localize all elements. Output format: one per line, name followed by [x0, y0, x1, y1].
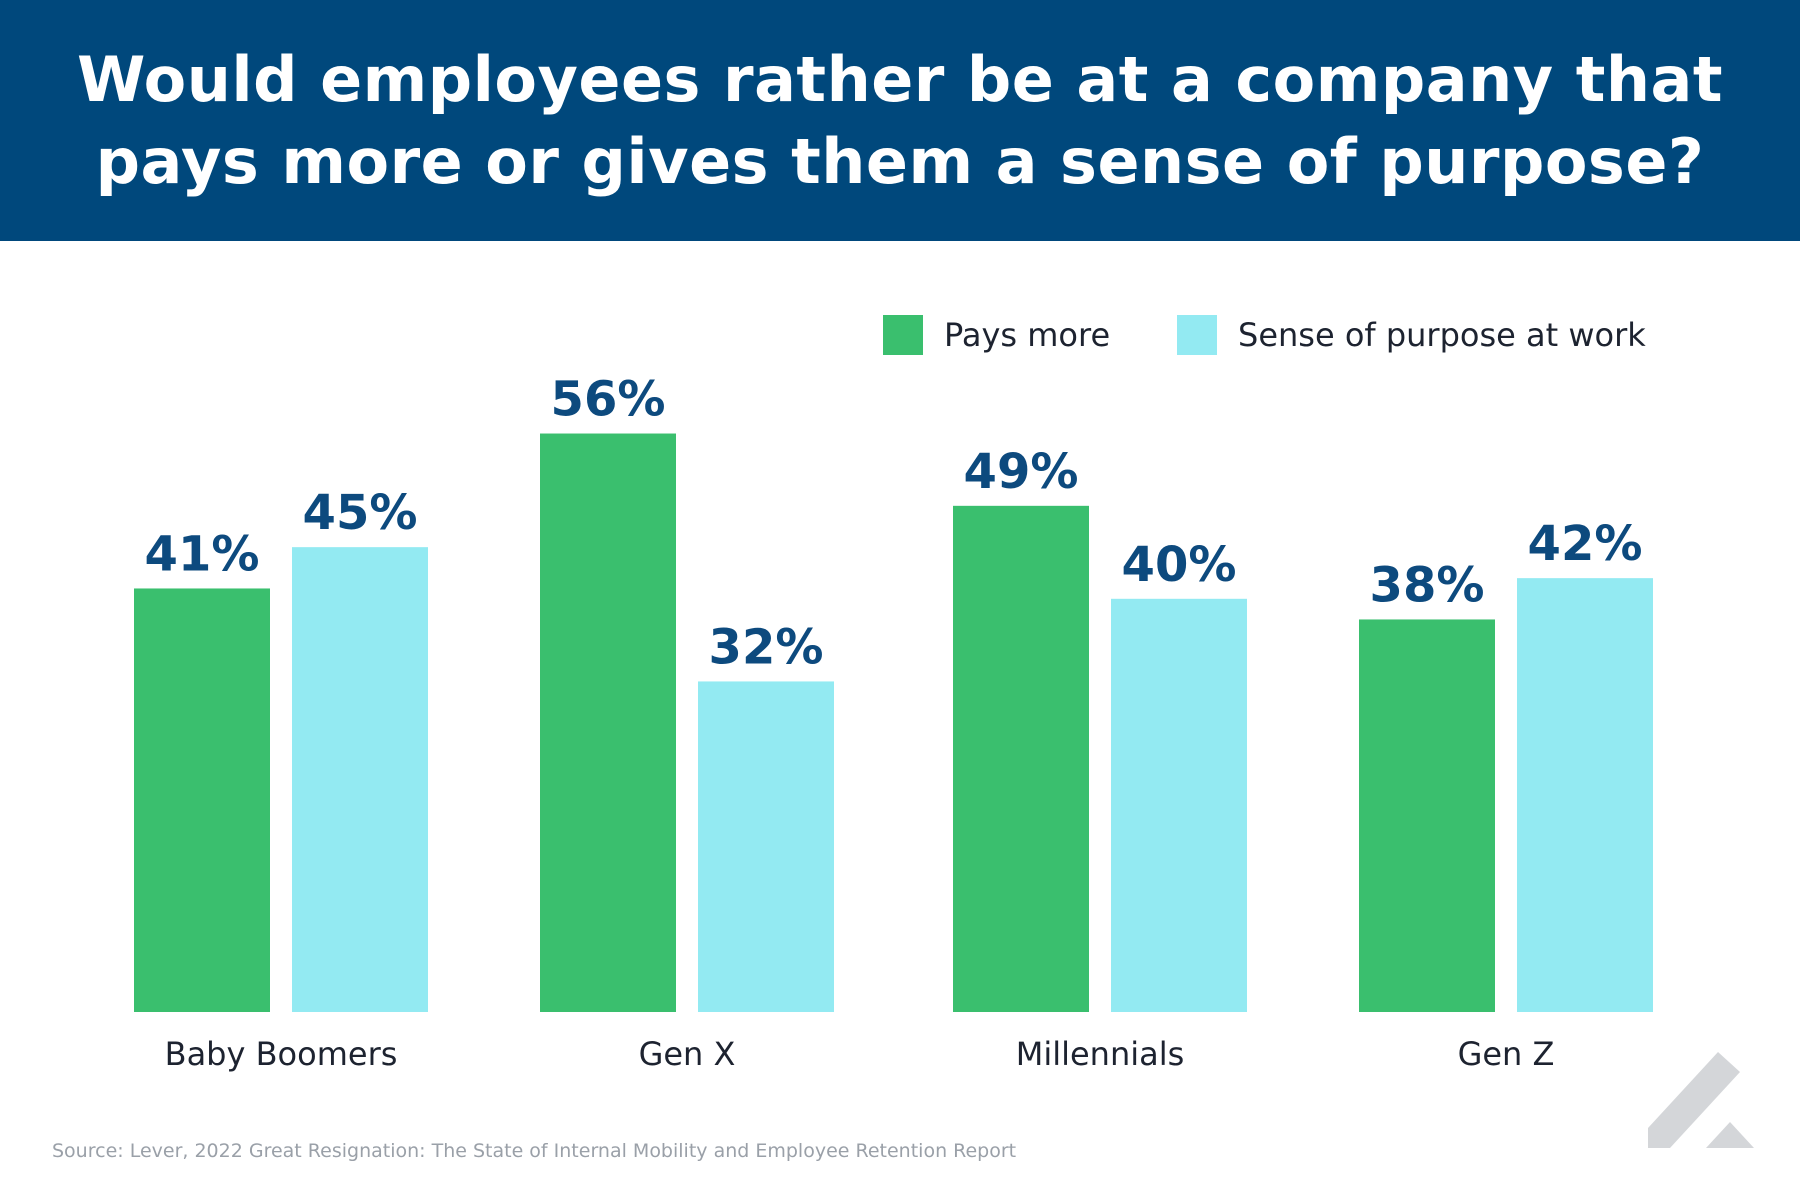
bar-sense-of-purpose-at-work-millennials [1111, 598, 1247, 1012]
legend: Pays more Sense of purpose at work [883, 315, 1646, 355]
chart-title: Would employees rather be at a company t… [77, 42, 1723, 198]
logo-triangle-shape [1706, 1122, 1754, 1148]
logo-bar-shape [1648, 1052, 1740, 1148]
value-label-pays-more-millennials: 49% [964, 444, 1079, 500]
category-label-gen-z: Gen Z [1458, 1035, 1555, 1073]
category-label-millennials: Millennials [1016, 1035, 1185, 1073]
category-label-gen-x: Gen X [639, 1035, 736, 1073]
value-label-sense-of-purpose-at-work-gen-z: 42% [1528, 516, 1643, 572]
bar-pays-more-baby-boomers [134, 588, 270, 1012]
source-note: Source: Lever, 2022 Great Resignation: T… [52, 1140, 1017, 1162]
bar-pays-more-gen-x [540, 433, 676, 1012]
legend-label-sense-of-purpose-at-work: Sense of purpose at work [1238, 316, 1646, 354]
value-label-sense-of-purpose-at-work-gen-x: 32% [709, 619, 824, 675]
bar-sense-of-purpose-at-work-gen-z [1517, 578, 1653, 1012]
bar-pays-more-gen-z [1359, 619, 1495, 1012]
value-label-sense-of-purpose-at-work-baby-boomers: 45% [303, 485, 418, 541]
title-banner: Would employees rather be at a company t… [0, 0, 1800, 241]
value-labels-group: 41% 45% 56% 32% 49% 40% 38% 42% [145, 372, 1643, 676]
lever-logo-icon [1648, 1052, 1754, 1148]
value-label-pays-more-gen-x: 56% [551, 372, 666, 428]
value-label-sense-of-purpose-at-work-millennials: 40% [1122, 537, 1237, 593]
value-label-pays-more-baby-boomers: 41% [145, 526, 260, 582]
category-label-baby-boomers: Baby Boomers [165, 1035, 398, 1073]
legend-swatch-sense-of-purpose-at-work [1177, 315, 1217, 355]
value-label-pays-more-gen-z: 38% [1370, 557, 1485, 613]
category-labels-group: Baby Boomers Gen X Millennials Gen Z [165, 1035, 1555, 1073]
bar-sense-of-purpose-at-work-baby-boomers [292, 547, 428, 1012]
bar-sense-of-purpose-at-work-gen-x [698, 681, 834, 1012]
legend-swatch-pays-more [883, 315, 923, 355]
legend-label-pays-more: Pays more [944, 316, 1110, 354]
bars-group [134, 433, 1653, 1012]
bar-pays-more-millennials [953, 505, 1089, 1012]
